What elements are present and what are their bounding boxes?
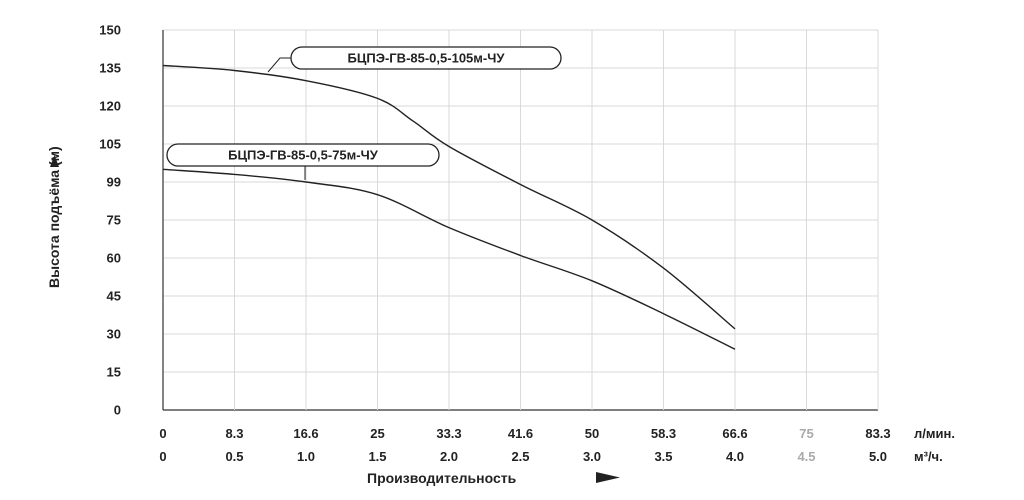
x-tick-label-m3h: 3.5 — [654, 449, 672, 464]
y-axis-title: Высота подъёма (м) — [46, 146, 62, 288]
x-tick-label-lmin: 16.6 — [293, 426, 318, 441]
x-tick-label-m3h: 4.0 — [726, 449, 744, 464]
y-tick-label: 120 — [99, 99, 121, 114]
x-unit-lmin: л/мин. — [914, 426, 955, 441]
x-tick-label-lmin: 33.3 — [436, 426, 461, 441]
grid — [162, 29, 879, 411]
x-tick-label-lmin: 58.3 — [651, 426, 676, 441]
x-axis-title-group: Производительность — [367, 470, 620, 486]
x-tick-label-lmin: 66.6 — [722, 426, 747, 441]
x-tick-label-lmin: 41.6 — [508, 426, 533, 441]
x-tick-label-m3h: 0.5 — [225, 449, 243, 464]
series-line-75m — [162, 168, 736, 350]
x-axis-ticks-lmin: 0 8.3 16.6 25 33.3 41.6 50 58.3 66.6 75 83.3 — [159, 426, 890, 441]
x-tick-label-lmin: 83.3 — [865, 426, 890, 441]
x-tick-label-lmin: 25 — [370, 426, 384, 441]
y-axis-arrow-icon — [50, 155, 59, 167]
callout-75m: БЦПЭ-ГВ-85-0,5-75м-ЧУ — [166, 143, 440, 180]
series-label: БЦПЭ-ГВ-85-0,5-75м-ЧУ — [228, 148, 379, 163]
callout-105m: БЦПЭ-ГВ-85-0,5-105м-ЧУ — [267, 46, 562, 73]
y-tick-label: 135 — [99, 61, 121, 76]
y-tick-label: 30 — [107, 327, 121, 342]
y-tick-label: 150 — [99, 23, 121, 38]
callout-leader-line — [267, 57, 291, 73]
x-tick-label-m3h: 1.0 — [297, 449, 315, 464]
y-tick-label: 105 — [99, 137, 121, 152]
y-tick-label: 0 — [114, 403, 121, 418]
y-tick-label: 99 — [107, 175, 121, 190]
x-tick-label-m3h: 2.0 — [440, 449, 458, 464]
callout-box — [166, 143, 440, 167]
y-axis-ticks: 0 15 30 45 60 75 99 105 120 135 150 — [99, 23, 121, 418]
series-line-105m — [162, 64, 736, 330]
y-axis-title-group: Высота подъёма (м) — [46, 146, 62, 288]
x-tick-label-lmin: 50 — [585, 426, 599, 441]
x-tick-label-lmin: 75 — [799, 426, 813, 441]
series-callouts: БЦПЭ-ГВ-85-0,5-105м-ЧУ БЦПЭ-ГВ-85-0,5-75м… — [166, 46, 562, 180]
x-tick-label-lmin: 8.3 — [225, 426, 243, 441]
y-tick-label: 15 — [107, 365, 121, 380]
series-lines — [162, 64, 736, 350]
x-tick-label-m3h: 4.5 — [797, 449, 815, 464]
x-axis-ticks-m3h: 0 0.5 1.0 1.5 2.0 2.5 3.0 3.5 4.0 4.5 5.0 — [159, 449, 887, 464]
series-label: БЦПЭ-ГВ-85-0,5-105м-ЧУ — [348, 51, 506, 66]
x-tick-label-m3h: 0 — [159, 449, 166, 464]
x-tick-label-m3h: 1.5 — [368, 449, 386, 464]
y-tick-label: 75 — [107, 213, 121, 228]
x-axis-title: Производительность — [367, 470, 517, 486]
callout-box — [290, 46, 562, 70]
x-axis-arrow-icon — [596, 472, 620, 483]
x-tick-label-m3h: 5.0 — [869, 449, 887, 464]
x-tick-label-m3h: 3.0 — [583, 449, 601, 464]
x-unit-m3h: м³/ч. — [914, 449, 943, 464]
x-tick-label-m3h: 2.5 — [511, 449, 529, 464]
x-tick-label-lmin: 0 — [159, 426, 166, 441]
y-tick-label: 60 — [107, 251, 121, 266]
y-tick-label: 45 — [107, 289, 121, 304]
